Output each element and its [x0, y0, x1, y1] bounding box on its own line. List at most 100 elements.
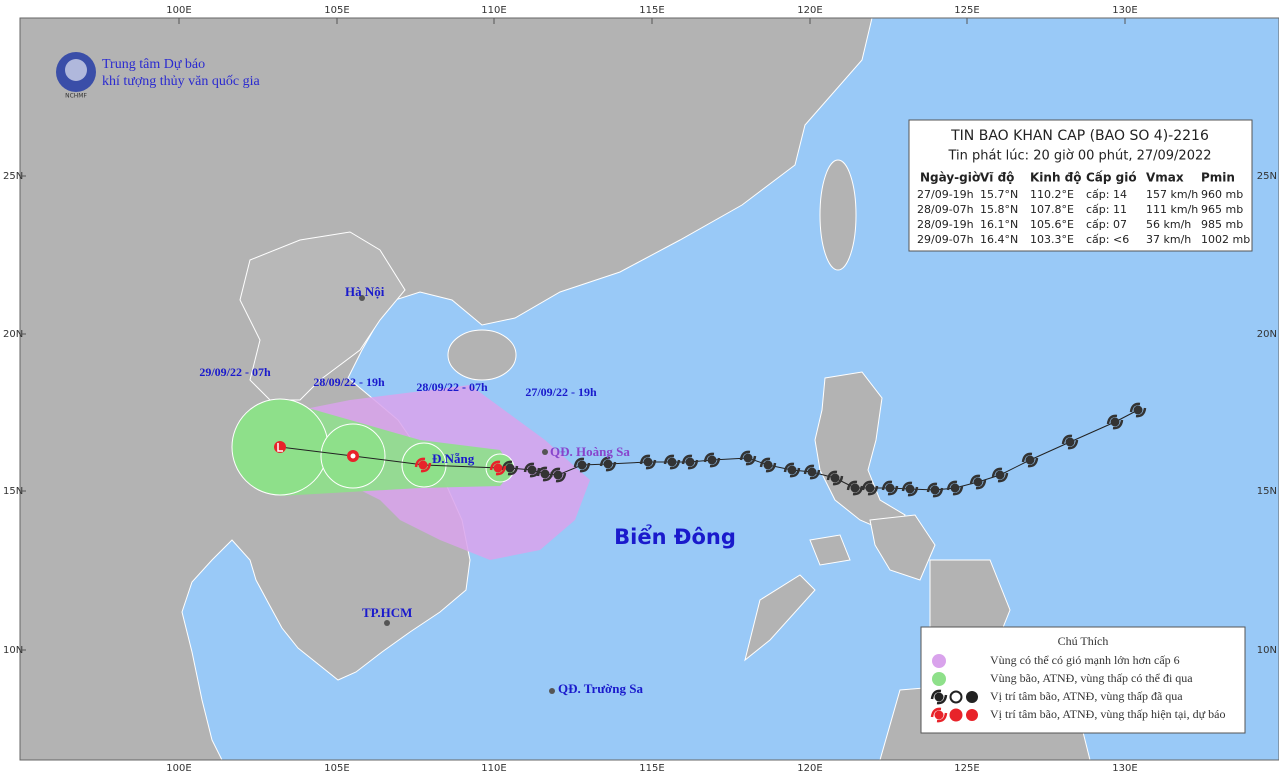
past-position [905, 484, 915, 494]
past-position [950, 483, 960, 493]
past-position [901, 481, 919, 497]
info-cell: 105.6°E [1030, 218, 1074, 231]
forecast-time: 27/09/22 - 19h [525, 385, 597, 399]
legend: Chú Thích Vùng có thể có gió mạnh lớn hơ… [920, 626, 1246, 734]
legend-swatch [932, 672, 946, 686]
past-position [553, 470, 563, 480]
lat-label: 25N [1257, 171, 1277, 182]
info-header: Pmin [1201, 171, 1235, 185]
legend-swatch [934, 710, 944, 720]
past-position [663, 454, 681, 470]
info-cell: 960 mb [1201, 188, 1243, 201]
legend-label: Vùng có thể có gió mạnh lớn hơn cấp 6 [990, 653, 1180, 667]
info-cell: 157 km/h [1146, 188, 1198, 201]
info-cell: 1002 mb [1201, 233, 1250, 246]
past-position [681, 454, 699, 470]
info-box-frame [908, 119, 1253, 252]
lon-label: 110E [481, 5, 506, 16]
past-position [969, 474, 987, 490]
past-position [643, 457, 653, 467]
logo-line: khí tượng thủy văn quốc gia [102, 74, 260, 89]
past-position [991, 467, 1009, 483]
info-cell: 37 km/h [1146, 233, 1191, 246]
lat-label: 10N [3, 645, 23, 656]
past-position [739, 450, 757, 466]
place-label: Đ.Nẵng [432, 451, 475, 466]
current-position [493, 463, 503, 473]
lon-label: 115E [639, 763, 664, 774]
past-position [639, 454, 657, 470]
past-position [685, 457, 695, 467]
labels: Hà Nội Đ.Nẵng QĐ. Hoàng Sa TP.HCM QĐ. Trường… [199, 284, 736, 696]
info-header: Kinh độ [1030, 171, 1082, 185]
place-label: Hà Nội [345, 284, 385, 299]
forecast-position [274, 441, 286, 453]
past-position [540, 469, 550, 479]
place-label: TP.HCM [362, 605, 412, 620]
vietnam-north [239, 231, 406, 401]
legend-title: Chú Thích [1058, 634, 1109, 648]
logo-emblem-inner [65, 59, 87, 81]
past-position [536, 466, 554, 482]
logo-badge: NCHMF [65, 93, 87, 100]
map-frame [19, 17, 1279, 761]
lat-label: 25N [3, 171, 23, 182]
place-dot [549, 688, 555, 694]
info-cell: 111 km/h [1146, 203, 1198, 216]
past-position [759, 457, 777, 473]
past-position [573, 457, 591, 473]
past-position [930, 485, 940, 495]
visayas [869, 514, 936, 581]
past-position [599, 456, 617, 472]
past-position [861, 480, 879, 496]
lat-label: 15N [3, 486, 23, 497]
info-cell: cấp: 11 [1086, 203, 1127, 216]
info-header: Vĩ độ [980, 171, 1014, 185]
past-position [926, 482, 944, 498]
past-position [1065, 437, 1075, 447]
past-position [787, 465, 797, 475]
lon-label: 120E [797, 5, 822, 16]
past-position [763, 460, 773, 470]
hainan [447, 329, 517, 381]
info-cell: 29/09-07h [917, 233, 974, 246]
legend-swatch [966, 709, 978, 721]
past-position [946, 480, 964, 496]
info-header: Ngày-giờ [920, 171, 981, 185]
past-position [703, 452, 721, 468]
past-position [846, 480, 864, 496]
past-position [826, 470, 844, 486]
place-dot [542, 449, 548, 455]
info-cell: cấp: <6 [1086, 233, 1129, 246]
past-position [707, 455, 717, 465]
past-position [527, 465, 537, 475]
past-position [1025, 455, 1035, 465]
lon-label: 125E [954, 763, 979, 774]
info-cell: 107.8°E [1030, 203, 1074, 216]
past-position [803, 464, 821, 480]
logo: NCHMF Trung tâm Dự báo khí tượng thủy vă… [56, 52, 260, 100]
legend-label: Vị trí tâm bão, ATNĐ, vùng thấp hiện tại… [990, 707, 1225, 721]
place-label: QĐ. Trường Sa [558, 681, 643, 696]
past-position [523, 462, 541, 478]
lon-label: 100E [166, 763, 191, 774]
past-position [505, 463, 515, 473]
info-box: TIN BAO KHAN CAP (BAO SO 4)-2216 Tin phá… [908, 119, 1253, 252]
legend-label: Vị trí tâm bão, ATNĐ, vùng thấp đã qua [990, 689, 1183, 703]
legend-items: Vùng có thể có gió mạnh lớn hơn cấp 6 Vùn… [930, 653, 1225, 723]
info-header: Cấp gió [1086, 171, 1137, 185]
past-position [881, 480, 899, 496]
info-cell: 985 mb [1201, 218, 1243, 231]
lat-label: 20N [1257, 329, 1277, 340]
info-issued: Tin phát lúc: 20 giờ 00 phút, 27/09/2022 [947, 149, 1211, 164]
legend-swatch [949, 708, 963, 722]
info-cell: 16.4°N [980, 233, 1018, 246]
place-dot [359, 295, 365, 301]
lon-label: 110E [481, 763, 506, 774]
past-position [807, 467, 817, 477]
lat-label: 15N [1257, 486, 1277, 497]
lon-label: 100E [166, 5, 191, 16]
axes: 100E 100E 105E 105E 110E 110E 115E 115E 120E 120E… [3, 5, 1277, 774]
